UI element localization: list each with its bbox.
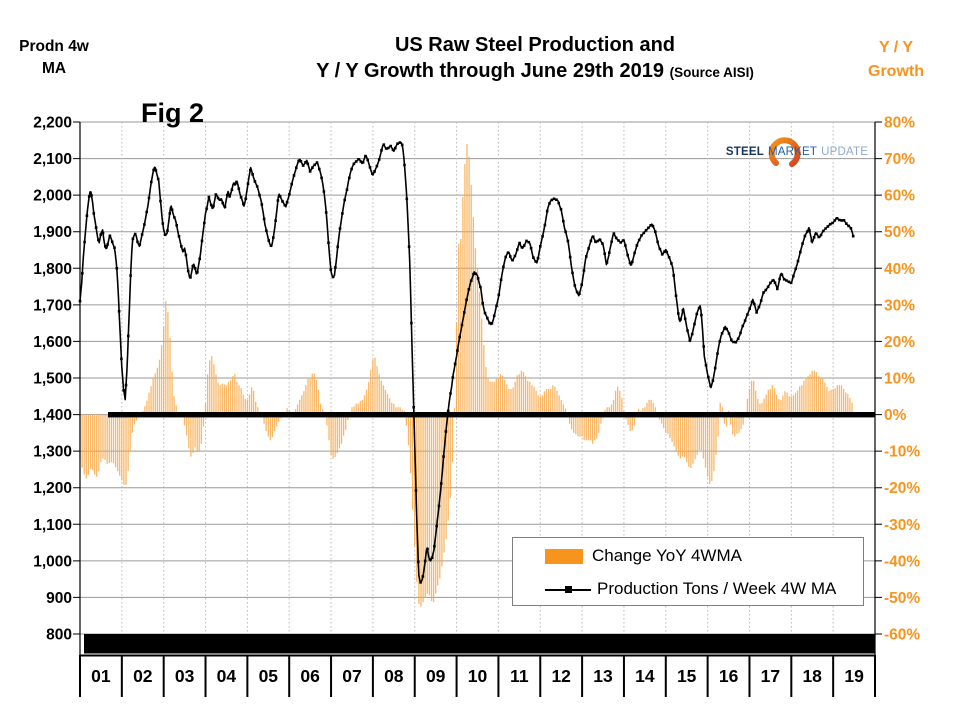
logo-word-market: MARKET [767, 146, 818, 158]
logo-word-update: UPDATE [821, 146, 869, 158]
right-axis-tick-label: -30% [884, 517, 920, 534]
x-axis-year-label: 17 [761, 666, 780, 686]
x-axis-year-label: 03 [175, 666, 195, 686]
legend-item-production: Production Tons / Week 4W MA [545, 574, 863, 604]
chart-title-source: (Source AISI) [669, 65, 754, 80]
x-axis-year-label: 07 [342, 666, 361, 686]
left-axis-tick-label: 1,500 [33, 371, 72, 388]
x-axis-year-label: 04 [217, 666, 237, 686]
figure-label: Fig 2 [141, 98, 205, 128]
x-axis-year-label: 09 [426, 666, 446, 686]
x-axis-year-label: 12 [551, 666, 571, 686]
left-axis-title-line2: MA [41, 60, 67, 77]
left-axis-title-line1: Prodn 4w [19, 38, 89, 55]
left-axis-tick-label: 800 [46, 627, 72, 644]
left-axis-tick-label: 1,900 [33, 224, 72, 241]
left-axis-title: Prodn 4w MA [8, 36, 100, 80]
left-axis-tick-label: 2,000 [33, 188, 72, 205]
steel-market-update-logo: STEEL MARKET UPDATE [724, 135, 870, 171]
left-axis-tick-label: 1,700 [33, 297, 72, 314]
logo-word-steel: STEEL [725, 146, 764, 158]
legend-label-change-yoy: Change YoY 4WMA [592, 546, 742, 565]
x-axis-year-label: 10 [468, 666, 488, 686]
chart-legend: Change YoY 4WMA Production Tons / Week 4… [512, 537, 864, 606]
right-axis-tick-label: 10% [884, 371, 915, 388]
right-axis-tick-label: 30% [884, 297, 915, 314]
right-axis-tick-label: -20% [884, 480, 920, 497]
left-axis-tick-label: 1,300 [33, 444, 72, 461]
x-axis-year-label: 13 [593, 666, 613, 686]
chart-title-line2-text: Y / Y Growth through June 29th 2019 [316, 60, 665, 82]
chart-title-line2: Y / Y Growth through June 29th 2019 (Sou… [225, 58, 845, 86]
logo-text: STEEL MARKET UPDATE [724, 146, 870, 158]
right-axis-tick-label: 60% [884, 188, 915, 205]
x-axis-year-label: 06 [300, 666, 320, 686]
legend-item-change-yoy: Change YoY 4WMA [545, 541, 863, 571]
right-axis-tick-label: 80% [884, 115, 915, 132]
left-axis-tick-label: 2,100 [33, 151, 72, 168]
legend-label-production: Production Tons / Week 4W MA [597, 579, 837, 598]
x-axis-year-label: 01 [91, 666, 111, 686]
x-axis-year-label: 16 [719, 666, 739, 686]
x-axis-year-label: 05 [259, 666, 279, 686]
right-axis-tick-label: -10% [884, 444, 920, 461]
left-axis-tick-label: 1,600 [33, 334, 72, 351]
right-axis-tick-label: 70% [884, 151, 915, 168]
x-axis-year-label: 19 [844, 666, 864, 686]
left-axis-tick-label: 1,200 [33, 480, 72, 497]
chart-title: US Raw Steel Production and Y / Y Growth… [225, 32, 845, 86]
x-axis-year-label: 15 [677, 666, 697, 686]
x-axis-year-label: 02 [133, 666, 153, 686]
right-axis-tick-label: 20% [884, 334, 915, 351]
bar-series-swatch-icon [545, 548, 583, 564]
logo-swoosh-icon [768, 137, 801, 167]
left-axis-tick-label: 1,800 [33, 261, 72, 278]
x-axis-year-label: 11 [510, 666, 529, 686]
line-series-swatch-icon [545, 582, 591, 597]
left-axis-tick-label: 900 [46, 590, 72, 607]
right-axis-title: Y / Y Growth [850, 36, 942, 84]
left-axis-tick-label: 1,400 [33, 407, 72, 424]
right-axis-tick-label: 0% [884, 407, 907, 424]
right-axis-tick-label: 50% [884, 224, 915, 241]
right-axis-tick-label: -40% [884, 553, 920, 570]
right-axis-tick-label: -50% [884, 590, 920, 607]
right-axis-tick-label: 40% [884, 261, 915, 278]
chart-title-line1: US Raw Steel Production and [394, 34, 676, 56]
left-axis-tick-label: 2,200 [33, 115, 72, 132]
right-axis-tick-label: -60% [884, 627, 920, 644]
right-axis-title-line2: Growth [868, 63, 924, 80]
left-axis-tick-label: 1,000 [33, 553, 72, 570]
left-axis-tick-label: 1,100 [33, 517, 72, 534]
x-axis-year-label: 08 [384, 666, 404, 686]
right-axis-title-line1: Y / Y [878, 39, 914, 56]
x-axis-year-label: 18 [802, 666, 822, 686]
x-axis-year-label: 14 [635, 666, 655, 686]
